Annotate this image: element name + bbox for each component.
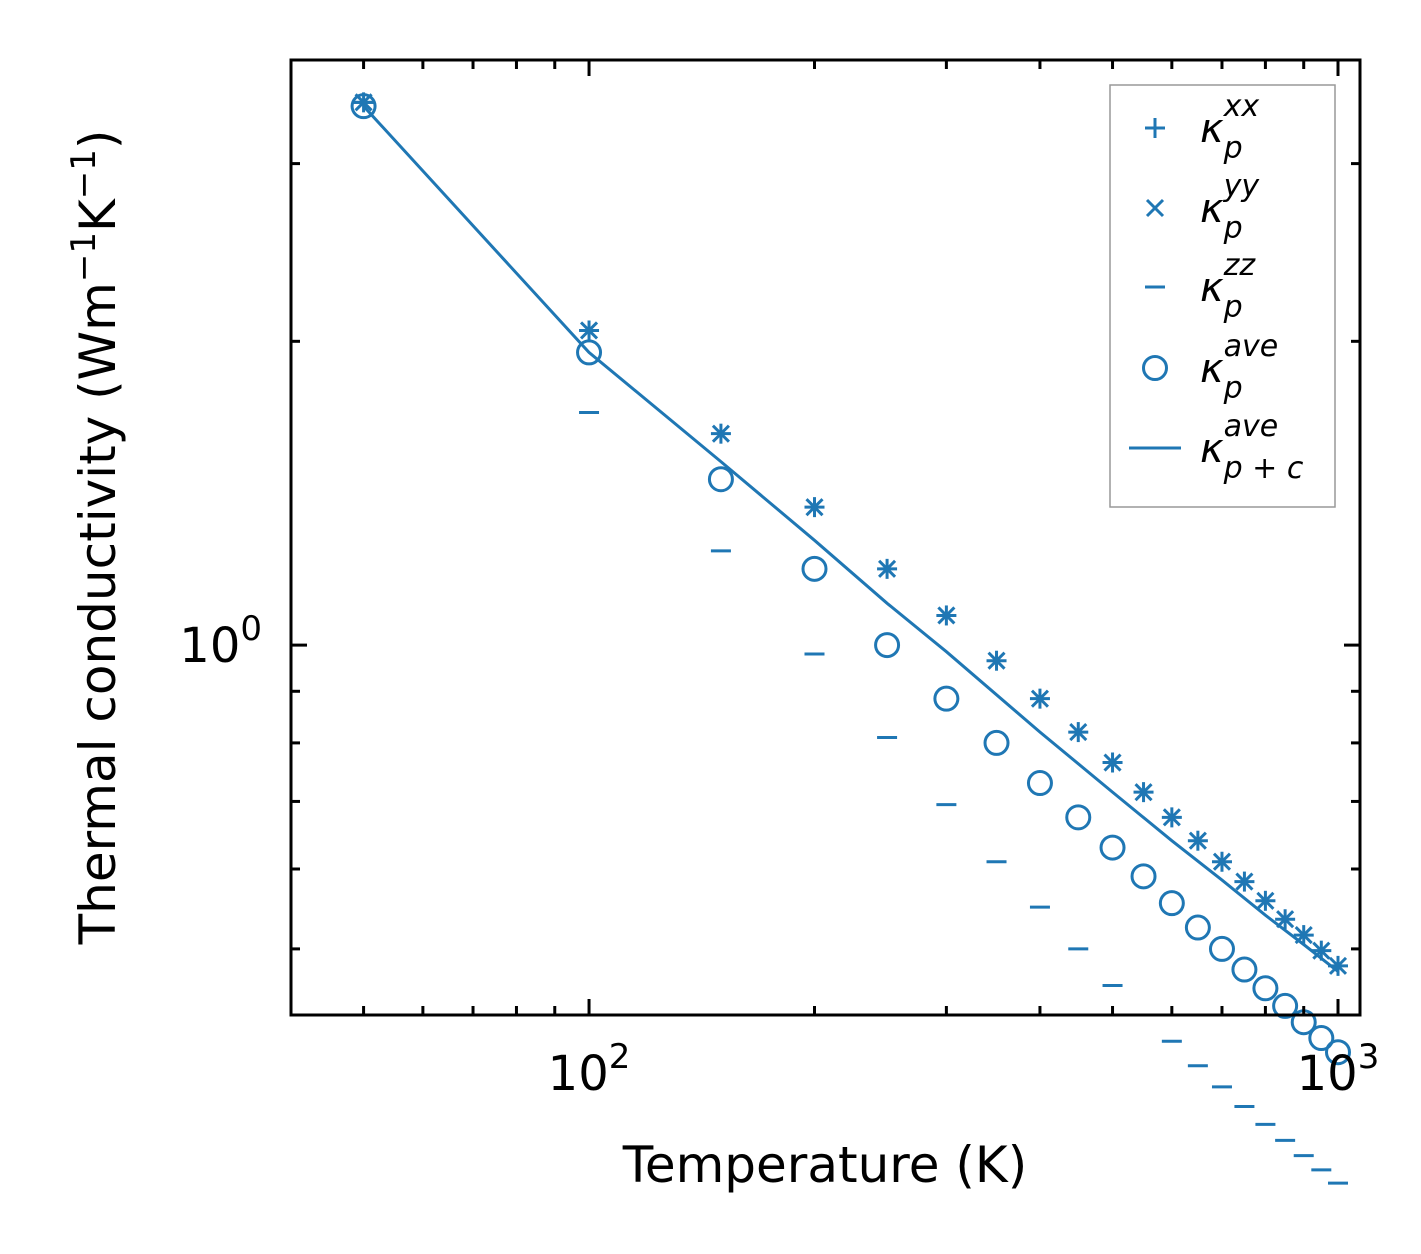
plot-frame (289, 58, 1362, 1017)
data-point-x-13 (1212, 852, 1232, 871)
data-point-circle-7 (1026, 770, 1053, 797)
data-point-x-5 (937, 606, 956, 625)
data-point-x-16 (1276, 910, 1295, 929)
data-point-x-1 (579, 321, 599, 340)
data-point-circle-16 (1272, 992, 1299, 1019)
legend-marker-0 (1145, 118, 1165, 138)
data-point-circle-4 (874, 632, 901, 659)
data-point-x-2 (711, 424, 730, 443)
data-point-x-14 (1235, 872, 1254, 891)
data-point-x-7 (1030, 689, 1050, 708)
data-point-x-3 (805, 498, 824, 517)
data-point-x-8 (1069, 723, 1088, 742)
data-point-circle-1 (576, 339, 603, 366)
legend-label-1: κyy p (1200, 169, 1260, 246)
data-point-x-12 (1188, 831, 1207, 850)
data-point-x-18 (1312, 941, 1331, 960)
data-point-circle-14 (1231, 956, 1258, 983)
series-line-kappa-p-c-ave (362, 105, 1339, 973)
tick-labels: 102 103 100 (179, 609, 1379, 1102)
data-point-circle-13 (1208, 935, 1235, 962)
data-point-circle-15 (1252, 975, 1279, 1002)
data-point-x-10 (1134, 783, 1153, 802)
legend-markers (1129, 118, 1181, 450)
data-point-circle-0 (350, 93, 377, 120)
y-axis-title-exp1: −1 (64, 232, 104, 282)
y-axis-title: Thermal conductivity (Wm−1K−1) (64, 130, 127, 946)
data-point-circle-6 (983, 729, 1010, 756)
data-point-x-11 (1162, 808, 1181, 827)
y-axis-title-base: Thermal conductivity (Wm (69, 282, 127, 945)
data-point-x-9 (1103, 753, 1122, 772)
data-point-circle-12 (1184, 914, 1211, 941)
data-point-x-15 (1256, 891, 1275, 910)
data-point-x-17 (1294, 926, 1313, 945)
legend-marker-1 (1145, 198, 1165, 218)
data-point-circle-8 (1065, 804, 1092, 831)
data-point-circle-5 (933, 685, 960, 712)
y-axis-title-mid: K (69, 198, 127, 232)
legend-marker-3 (1142, 355, 1168, 381)
data-point-circle-2 (707, 466, 734, 493)
legend-label-3: κave p (1200, 329, 1278, 406)
legend-label-2: κzz p (1200, 248, 1256, 325)
data-point-circle-18 (1308, 1025, 1335, 1052)
x-tick-label-0: 102 (548, 1037, 631, 1102)
x-tick-label-1: 103 (1297, 1037, 1380, 1102)
data-point-x-19 (1328, 956, 1348, 975)
data-point-circle-9 (1099, 834, 1126, 861)
data-point-circle-19 (1324, 1039, 1351, 1066)
legend-label-4: κave p + c (1200, 409, 1304, 486)
y-tick-label-0: 100 (179, 609, 262, 674)
legend-frame (1109, 84, 1336, 508)
data-point-circle-10 (1130, 863, 1157, 890)
legend-label-0: κxx p (1200, 89, 1259, 166)
data-point-circle-11 (1158, 890, 1185, 917)
y-axis-title-exp2: −1 (64, 149, 104, 199)
data-point-x-4 (878, 559, 897, 578)
data-point-x-6 (987, 651, 1006, 670)
data-point-circle-3 (801, 555, 828, 582)
data-layer (350, 92, 1351, 1185)
x-axis-title: Temperature (K) (622, 1136, 1027, 1194)
y-axis-title-end: ) (69, 130, 127, 150)
